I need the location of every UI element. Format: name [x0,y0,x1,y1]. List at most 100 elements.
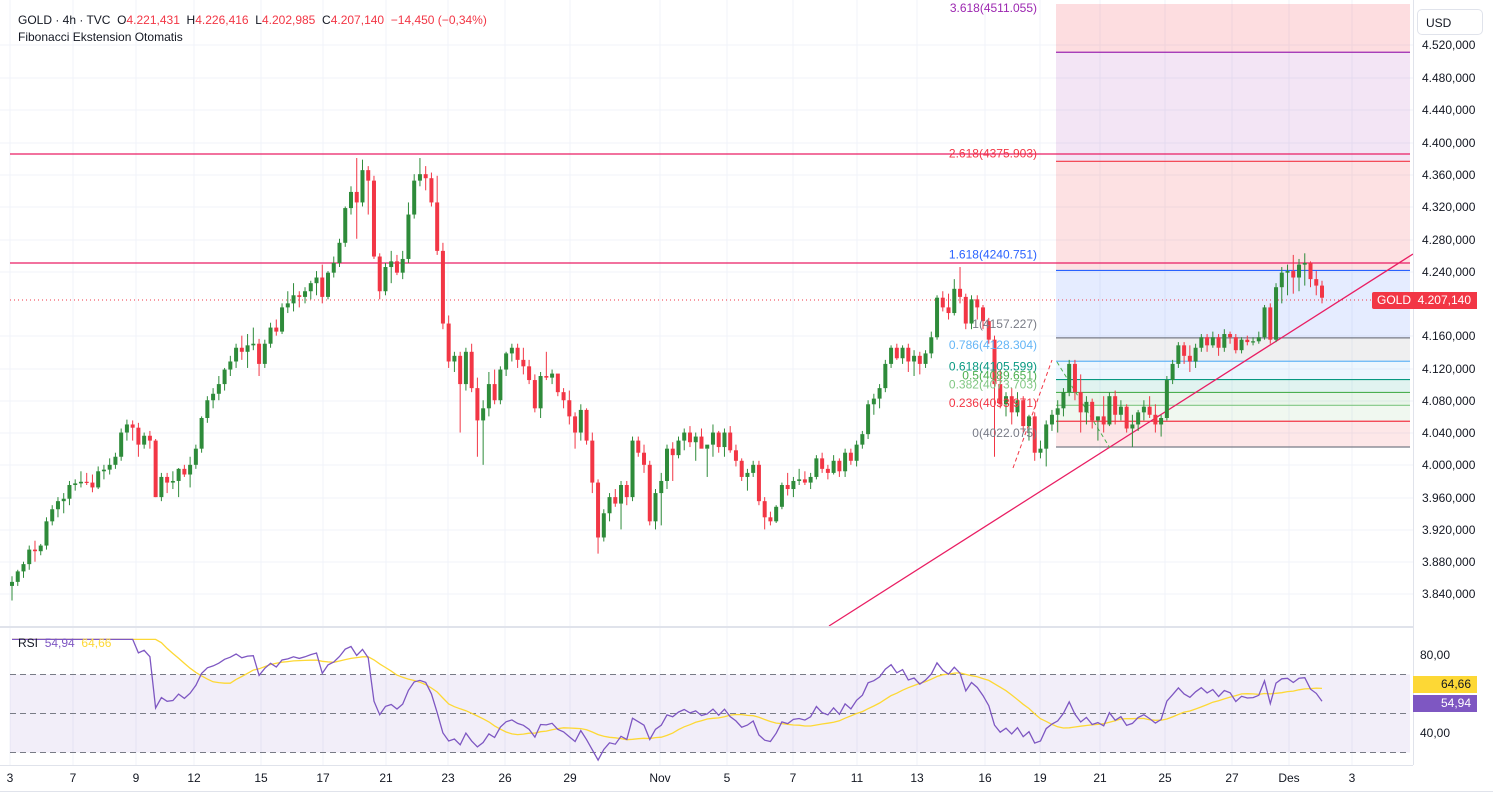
candle-body [596,482,601,538]
candle-body [929,337,934,354]
candle-body [262,343,267,364]
candle-body [475,388,480,421]
candle-body [193,448,198,465]
candle-body [1187,355,1192,362]
price-tick: 4.320,000 [1422,200,1476,214]
candle-body [1084,401,1089,413]
time-tick: 25 [1158,771,1172,785]
time-tick: 21 [1093,771,1107,785]
candle-body [130,424,135,428]
candle-body [958,288,963,297]
candle-body [762,501,767,518]
candle-body [55,501,60,510]
candle-body [354,191,359,203]
candle-body [940,297,945,308]
candle-body [722,432,727,448]
candle-body [1239,339,1244,351]
candle-body [113,456,118,465]
candle-body [435,202,440,251]
time-tick: 29 [563,771,577,785]
rsi-tick: 40,00 [1420,726,1451,740]
candle-body [1222,334,1227,348]
candle-body [1090,401,1095,421]
candle-body [745,472,750,477]
candle-body [1107,396,1112,425]
price-tick: 4.000,000 [1422,458,1476,472]
candle-body [923,353,928,364]
candle-body [802,479,807,483]
candle-body [912,355,917,362]
candle-body [486,384,491,409]
fib-level-label: 0.618(4105.599) [949,360,1037,374]
candle-body [297,295,302,297]
candle-body [1101,416,1106,425]
change-value: −14,450 (−0,34%) [390,13,487,27]
candle-body [1291,271,1296,278]
symbol-title[interactable]: GOLD · 4h · TVC [18,13,111,27]
candle-body [314,277,319,284]
fibonacci-zones [1056,4,1410,448]
price-chart-canvas[interactable]: 3.618(4511.055) 2.618(4375.903) 1.618(4240… [0,0,1413,765]
candle-body [326,272,331,297]
candle-body [756,464,761,502]
candle-body [509,347,514,354]
candle-body [693,436,698,443]
candle-body [590,440,595,483]
price-tick: 4.280,000 [1422,233,1476,247]
candle-body [73,483,78,486]
fib-level-label: 0(4022.075) [972,426,1037,440]
candle-body [751,464,756,473]
candle-body [906,347,911,362]
candle-body [917,355,922,364]
rsi-line [12,638,1323,762]
candle-body [774,506,779,522]
candle-body [848,452,853,461]
candle-body [682,432,687,441]
time-tick: 13 [910,771,924,785]
fib-level-label: 3.618(4511.055) [950,1,1037,15]
high-value: 4.226,416 [195,13,249,27]
candle-body [1147,406,1152,415]
fib-level-label: 0.236(4053.971) [949,396,1037,410]
candle-body [216,384,221,394]
candle-body [84,481,89,483]
price-tick: 4.440,000 [1422,103,1476,117]
candle-body [561,392,566,401]
time-tick: Des [1278,771,1300,785]
time-axis[interactable] [0,765,1413,792]
currency-button[interactable]: USD [1417,9,1483,35]
candle-body [257,343,262,364]
candle-body [101,469,106,472]
indicator-name[interactable]: Fibonacci Ekstension Otomatis [18,30,183,44]
candle-body [124,424,129,433]
candle-body [239,347,244,352]
candle-body [607,497,612,514]
candle-body [1210,337,1215,346]
candle-body [814,458,819,477]
price-tick: 4.480,000 [1422,71,1476,85]
candle-body [10,581,14,586]
rsi-legend[interactable]: RSI 54,94 64,66 [18,636,111,650]
candle-body [1130,424,1135,429]
pane-separator[interactable] [0,626,1413,628]
candlesticks [10,158,1324,601]
candle-body [107,464,112,470]
price-tick: 4.240,000 [1422,265,1476,279]
candle-body [159,476,164,498]
candle-body [825,468,830,473]
candle-body [245,345,250,352]
rsi-value: 54,94 [44,636,75,650]
fibonacci-labels: 3.618(4511.055) 2.618(4375.903) 1.618(4240… [949,1,1037,440]
candle-body [320,277,325,297]
candle-body [1285,271,1290,273]
candle-body [498,369,503,401]
candle-body [733,450,738,461]
candle-body [647,464,652,522]
candle-body [1256,337,1261,342]
candle-body [665,448,669,481]
price-axis[interactable] [1413,0,1493,765]
candle-body [1113,396,1118,415]
candle-body [136,427,141,445]
candle-body [659,480,664,494]
